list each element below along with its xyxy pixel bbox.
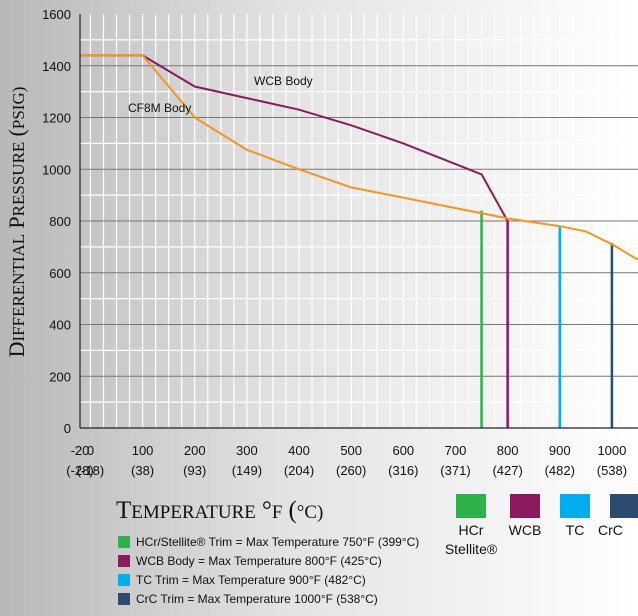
legend-swatch-tc <box>118 574 130 586</box>
x-tick-label-f: 600 <box>392 443 414 458</box>
x-tick-label-f: 400 <box>288 443 310 458</box>
key-label-crc: CrC <box>598 522 623 538</box>
key-swatch-hcr <box>456 494 486 518</box>
x-tick-label-f: 900 <box>549 443 571 458</box>
y-tick-label: 1400 <box>42 59 71 74</box>
x-tick-label-c: (-28) <box>66 463 93 478</box>
legend-text-hcr: HCr/Stellite® Trim = Max Temperature 750… <box>136 535 420 549</box>
key-sub-stellite: Stellite® <box>444 541 498 557</box>
x-tick-label-c: (316) <box>388 463 418 478</box>
y-tick-label: 0 <box>64 421 71 436</box>
key-label-hcr: HCr <box>458 522 484 538</box>
x-tick-label-c: (38) <box>131 463 154 478</box>
x-tick-label-c: (-18) <box>77 463 104 478</box>
legend-swatch-crc <box>118 593 130 605</box>
y-tick-label: 200 <box>49 369 71 384</box>
x-tick-label-c: (93) <box>183 463 206 478</box>
x-tick-label-c: (538) <box>597 463 627 478</box>
max-temperature-markers <box>480 210 614 428</box>
key-swatch-wcb <box>510 494 540 518</box>
series-line-cf8m-body <box>80 54 638 261</box>
tick-labels: 0 200 400 600 800 1000 1200 1400 1600 -20 (-28) 0 (-… <box>42 7 627 478</box>
grid-lines <box>80 14 638 428</box>
key-swatch-crc <box>610 494 638 518</box>
x-tick-label-f: 300 <box>236 443 258 458</box>
legend-text-crc: CrC Trim = Max Temperature 1000°F (538°C… <box>136 592 378 606</box>
legend-text-tc: TC Trim = Max Temperature 900°F (482°C) <box>136 573 366 587</box>
x-tick-label-f: 100 <box>132 443 154 458</box>
y-tick-label: 800 <box>49 214 71 229</box>
legend-swatch-wcb <box>118 555 130 567</box>
series-line-wcb-body <box>80 54 509 222</box>
y-tick-label: 600 <box>49 266 71 281</box>
x-tick-label-c: (371) <box>440 463 470 478</box>
legend-item-wcb: WCB Body = Max Temperature 800°F (425°C) <box>118 553 382 569</box>
x-tick-label-f: 700 <box>445 443 467 458</box>
legend-item-tc: TC Trim = Max Temperature 900°F (482°C) <box>118 572 366 588</box>
x-tick-label-f: 500 <box>340 443 362 458</box>
x-tick-label-c: (427) <box>492 463 522 478</box>
x-tick-label-c: (204) <box>284 463 314 478</box>
cf8m-body-annotation: CF8M Body <box>128 101 191 115</box>
y-tick-label: 1200 <box>42 111 71 126</box>
key-swatch-tc <box>560 494 590 518</box>
axes <box>79 14 638 429</box>
x-tick-label-c: (149) <box>232 463 262 478</box>
series-lines <box>80 54 638 261</box>
x-tick-label-f: 0 <box>87 443 94 458</box>
x-tick-label-f: 200 <box>184 443 206 458</box>
key-label-wcb: WCB <box>508 522 542 538</box>
key-label-tc: TC <box>565 522 585 538</box>
legend-swatch-hcr <box>118 536 130 548</box>
x-tick-label-c: (482) <box>545 463 575 478</box>
y-tick-label: 1000 <box>42 162 71 177</box>
y-tick-label: 400 <box>49 318 71 333</box>
x-tick-label-f: 800 <box>497 443 519 458</box>
y-axis-title: DIFFERENTIAL PRESSURE (PSIG) <box>4 87 29 358</box>
legend-item-hcr: HCr/Stellite® Trim = Max Temperature 750… <box>118 534 419 550</box>
x-tick-label-c: (260) <box>336 463 366 478</box>
legend-item-crc: CrC Trim = Max Temperature 1000°F (538°C… <box>118 591 378 607</box>
x-tick-label-f: 1000 <box>597 443 626 458</box>
legend-text-wcb: WCB Body = Max Temperature 800°F (425°C) <box>136 554 382 568</box>
wcb-body-annotation: WCB Body <box>254 74 313 88</box>
y-tick-label: 1600 <box>42 7 71 22</box>
x-tick-label-f: -20 <box>71 443 90 458</box>
x-axis-title: TEMPERATURE °F (°C) <box>116 497 323 524</box>
